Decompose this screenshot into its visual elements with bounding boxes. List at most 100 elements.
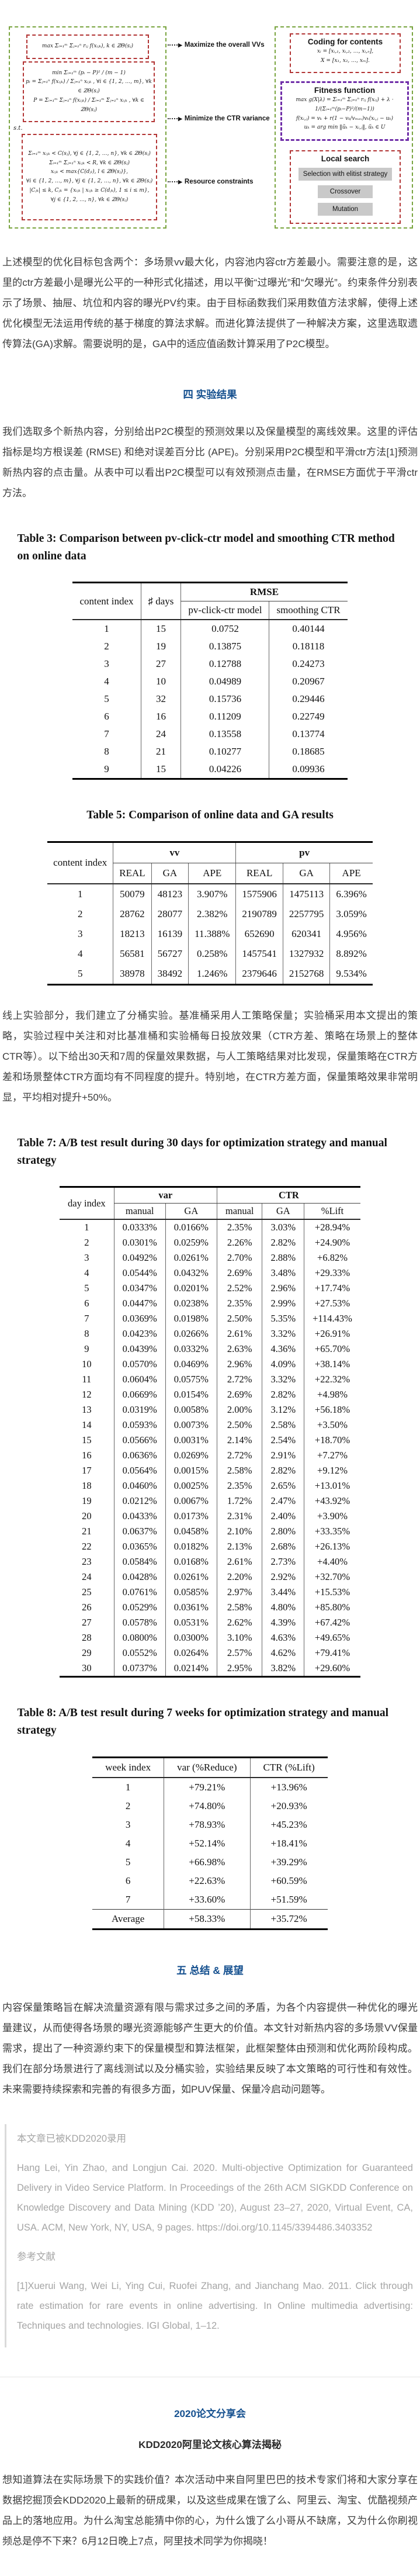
- table-cell: 38978: [113, 963, 152, 985]
- table-cell: 0.0761%: [113, 1585, 166, 1600]
- table-cell: +32.70%: [304, 1569, 360, 1585]
- table-cell: 2.65%: [262, 1478, 304, 1494]
- table-cell: 0.0637%: [113, 1524, 166, 1540]
- table-cell: 0.0492%: [113, 1250, 166, 1266]
- table-cell: 24: [82, 1571, 92, 1583]
- formula-line: f(xᵢ,ⱼ) = vₖ + r(1 − vₖ/vₘₐₓ)vₖ(xᵢ,ⱼ − u…: [296, 115, 394, 122]
- table-cell: 4.63%: [262, 1630, 304, 1646]
- table-cell: 2190789: [235, 904, 283, 924]
- table-cell: +18.70%: [304, 1433, 360, 1448]
- table-row: 9 0.0439% 0.0332% 2.63% 4.36% +65.70%: [60, 1341, 360, 1357]
- table-cell: +39.29%: [249, 1852, 328, 1872]
- formula-line: |Cⱼₖ| ≤ k, Cⱼₖ = {xᵢⱼₖ | xᵢⱼₖ ≥ C(dⱼₖ), …: [29, 187, 150, 193]
- table-row: 22 0.0365% 0.0182% 2.13% 2.68% +26.13%: [60, 1539, 360, 1555]
- table-cell: +56.18%: [304, 1402, 360, 1418]
- table-cell: 0.0058%: [165, 1402, 217, 1418]
- table-cell: 2.00%: [216, 1402, 262, 1418]
- table-row: 15 0.0566% 0.0031% 2.14% 2.54% +18.70%: [60, 1433, 360, 1448]
- table-cell: 4: [104, 676, 109, 687]
- table-cell: 18: [82, 1480, 92, 1492]
- table-cell: 14: [82, 1419, 92, 1431]
- table-cell: 0.0636%: [113, 1448, 166, 1464]
- citation-blockquote: 本文章已被KDD2020录用 Hang Lei, Yin Zhao, and Lo…: [5, 2124, 420, 2347]
- table-cell: 0.0025%: [165, 1478, 217, 1494]
- table-cell: 16: [140, 708, 181, 726]
- table-row: 13 0.0319% 0.0058% 2.00% 3.12% +56.18%: [60, 1402, 360, 1418]
- table-cell: 0.13774: [269, 725, 348, 744]
- optimization-framework-diagram: max Σᵢ₌₁ᵐ Σⱼ₌₁ⁿ rᵢⱼ f(xᵢⱼₖ), k ∈ ℤΘ(sⱼ) …: [0, 26, 420, 232]
- table-cell: 0.0460%: [113, 1478, 166, 1494]
- table-cell: 12: [82, 1389, 92, 1401]
- fitness-title: Fitness function: [314, 86, 376, 95]
- table-cell: 0.0015%: [165, 1463, 217, 1479]
- table-cell: 620341: [282, 924, 330, 944]
- table-cell: 26: [82, 1602, 92, 1613]
- table-row: 30 0.0737% 0.0214% 2.95% 3.82% +29.60%: [60, 1661, 360, 1677]
- quote-line: 参考文献: [17, 2251, 55, 2262]
- table-row: 25 0.0761% 0.0585% 2.97% 3.44% +15.53%: [60, 1585, 360, 1600]
- event-title: 2020论文分享会: [174, 2408, 246, 2419]
- table-cell: 0.0458%: [165, 1524, 217, 1540]
- table-cell: 3.907%: [188, 883, 236, 904]
- table-cell: +9.12%: [304, 1463, 360, 1479]
- table-cell: 0.0566%: [113, 1433, 166, 1448]
- table-cell: 2.68%: [262, 1539, 304, 1555]
- quote-line: Hang Lei, Yin Zhao, and Longjun Cai. 202…: [17, 2162, 413, 2233]
- table-cell: 0.20967: [269, 673, 348, 691]
- table-cell: 28: [82, 1632, 92, 1644]
- table-cell: 0.0266%: [165, 1326, 217, 1342]
- table-row: 23 0.0584% 0.0168% 2.61% 2.73% +4.40%: [60, 1554, 360, 1570]
- talk-title: KDD2020阿里论文核心算法揭秘: [138, 2439, 282, 2450]
- table-cell: 2.35%: [216, 1219, 262, 1236]
- column-group-header: var: [113, 1187, 217, 1204]
- table-cell: 4: [125, 1837, 131, 1849]
- column-subheader: manual: [113, 1203, 166, 1220]
- fitness-formulas: max g(X|λ) = Σᵢ₌₁ᵐ Σⱼ₌₁ⁿ rᵢⱼ f(xᵢⱼ) + λ …: [283, 96, 406, 133]
- table-cell: 2.382%: [188, 904, 236, 924]
- table-cell: +15.53%: [304, 1585, 360, 1600]
- table-row: 3 +78.93% +45.23%: [92, 1815, 328, 1834]
- table-cell: +27.53%: [304, 1296, 360, 1312]
- arrow-right-icon: ▶: [178, 42, 182, 48]
- table-cell: 0.0584%: [113, 1554, 166, 1570]
- table-cell: 2.92%: [262, 1569, 304, 1585]
- objective-ctr-variance-box: min Σᵢ₌₁ᵐ (pᵢ − P)² / (m − 1) pᵢ = Σⱼ₌₁ⁿ …: [23, 61, 155, 122]
- table-cell: 1.72%: [216, 1493, 262, 1509]
- table7-ab-test-30-days: day index var CTR manual GA manual GA %L…: [60, 1186, 360, 1678]
- table-cell: 5: [84, 1282, 89, 1294]
- coding-for-contents-box: Coding for contents xᵢ = [xᵢ,₁, xᵢ,₂, …,…: [290, 33, 401, 73]
- table-cell: +78.93%: [164, 1815, 250, 1834]
- paragraph-conclusion: 内容保量策略旨在解决流量资源有限与需求过多之间的矛盾，为各个内容提供一种优化的曝…: [2, 2001, 418, 2095]
- section-heading-experiments: 四 实验结果: [183, 389, 237, 400]
- table-cell: 15: [140, 760, 181, 779]
- table-cell: 0.11209: [181, 708, 269, 726]
- table-cell: 24: [140, 725, 181, 744]
- table-cell: 20: [82, 1510, 92, 1522]
- table-cell: 0.0552%: [113, 1645, 166, 1661]
- table-cell: 0.0433%: [113, 1509, 166, 1524]
- table-cell: 3.10%: [216, 1630, 262, 1646]
- table-row: 28 0.0800% 0.0300% 3.10% 4.63% +49.65%: [60, 1630, 360, 1646]
- table-cell: 2.82%: [262, 1387, 304, 1403]
- table-cell: 22: [82, 1541, 92, 1552]
- table-cell: +22.32%: [304, 1372, 360, 1388]
- table-cell: 2.54%: [262, 1433, 304, 1448]
- table-cell: 2.63%: [216, 1341, 262, 1357]
- formula-line: X = [x₁, x₂, …, xₘ].: [321, 57, 370, 64]
- column-header: content index: [53, 857, 107, 869]
- table-cell: 2.58%: [262, 1417, 304, 1433]
- table-cell: +38.14%: [304, 1357, 360, 1372]
- table-cell: 0.13875: [181, 638, 269, 656]
- table-cell: 56727: [151, 943, 189, 964]
- table-cell: 2: [104, 641, 109, 652]
- table-cell: 0.0182%: [165, 1539, 217, 1555]
- table-cell: 9.534%: [329, 963, 373, 985]
- table-cell: 0.12788: [181, 655, 269, 673]
- table-cell: +7.27%: [304, 1448, 360, 1464]
- table-row: 1 50079 48123 3.907% 1575906 1475113 6.396%: [47, 883, 373, 904]
- table-cell: 0.0201%: [165, 1281, 217, 1296]
- formula-line: P = Σᵢ₌₁ᵐ Σⱼ₌₁ⁿ f(xᵢⱼₖ) / Σᵢ₌₁ᵐ Σⱼ₌₁ⁿ xᵢ…: [33, 97, 144, 113]
- table-cell: +24.90%: [304, 1235, 360, 1251]
- table-cell: 3: [104, 658, 109, 670]
- table-cell: 0.0423%: [113, 1326, 166, 1342]
